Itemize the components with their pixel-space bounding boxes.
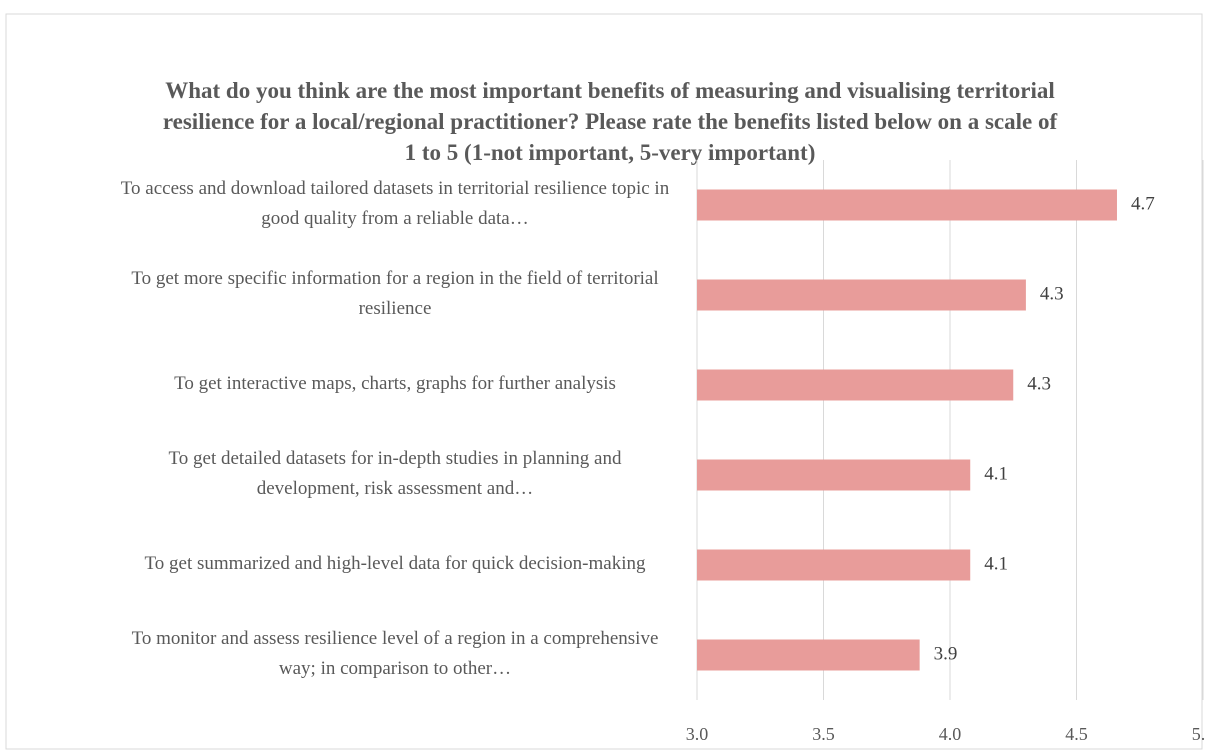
y-tick-label: To monitor and assess resilience level o… [132, 628, 659, 679]
x-tick-label: 4.0 [939, 724, 962, 744]
value-label: 4.1 [984, 463, 1008, 484]
y-tick-label: To access and download tailored datasets… [121, 178, 670, 229]
value-label: 4.7 [1131, 193, 1155, 214]
x-tick-label: 3.0 [686, 724, 709, 744]
value-label: 4.1 [984, 553, 1008, 574]
bar [697, 459, 971, 491]
bar [697, 279, 1026, 311]
x-tick-label: 4.5 [1065, 724, 1088, 744]
x-tick-label: 5.0 [1192, 724, 1205, 744]
x-tick-label: 3.5 [812, 724, 835, 744]
y-tick-label: To get summarized and high-level data fo… [145, 553, 646, 574]
bar [697, 639, 920, 671]
y-tick-label: To get more specific information for a r… [131, 268, 658, 319]
value-label: 3.9 [934, 643, 958, 664]
y-tick-label: To get detailed datasets for in-depth st… [169, 448, 622, 499]
value-label: 4.3 [1040, 283, 1064, 304]
bar [697, 189, 1117, 221]
value-label: 4.3 [1027, 373, 1051, 394]
bar [697, 549, 971, 581]
chart-title: What do you think are the most important… [163, 78, 1058, 165]
bar [697, 369, 1014, 401]
y-tick-label: To get interactive maps, charts, graphs … [174, 373, 616, 394]
